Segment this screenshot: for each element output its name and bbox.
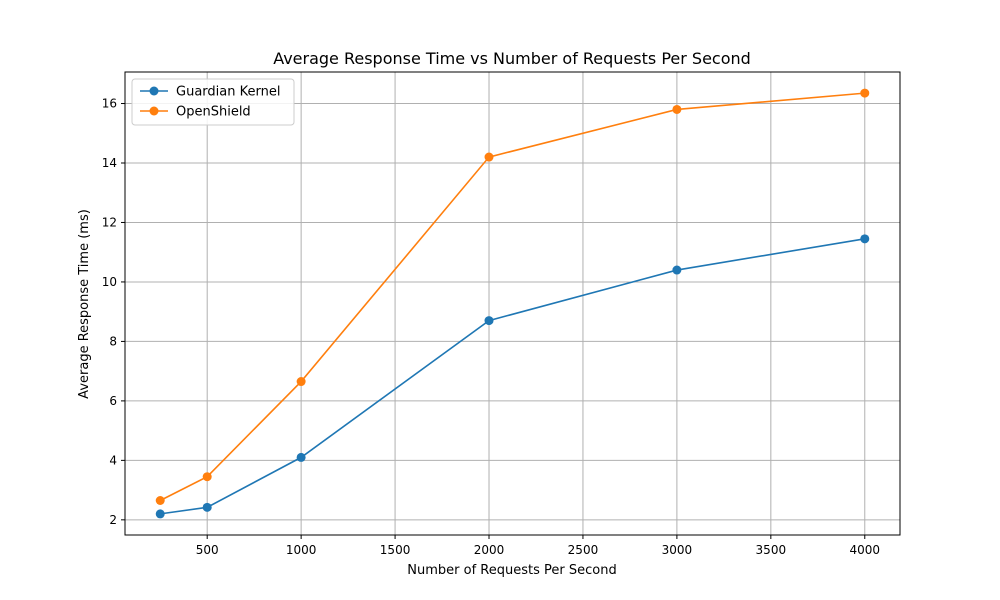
x-axis-label: Number of Requests Per Second [407,563,616,578]
data-point [202,502,212,512]
x-tick-label: 2500 [568,543,599,557]
x-tick-label: 4000 [849,543,880,557]
legend-marker [149,106,159,116]
data-point [860,234,870,244]
data-point [296,377,306,387]
legend-box [131,78,295,126]
axis-ticks: 500 1000 1500 2000 2500 3000 3500 4000 2 4 6 8 10 12 1… [102,97,880,557]
legend: Guardian Kernel OpenShield [131,78,295,126]
series-layer [155,88,870,519]
series-openshield [155,88,870,506]
y-tick-label: 12 [102,215,117,229]
y-tick-label: 16 [102,97,117,111]
data-point [155,496,165,506]
grid [125,72,900,535]
series-line [159,92,865,502]
y-tick-label: 4 [109,453,117,467]
legend-marker [149,86,159,96]
series-guardian-kernel [155,234,870,519]
chart-title: Average Response Time vs Number of Reque… [273,49,751,68]
y-tick-label: 6 [109,394,117,408]
data-point [484,316,494,326]
y-tick-label: 2 [109,513,117,527]
data-point [155,509,165,519]
legend-label: OpenShield [176,105,251,120]
y-tick-label: 8 [109,334,117,348]
x-tick-label: 3500 [756,543,787,557]
data-point [672,104,682,114]
data-point [202,472,212,482]
series-line [160,238,865,515]
y-axis-label: Average Response Time (ms) [77,209,92,399]
x-tick-label: 2000 [474,543,505,557]
data-point [860,88,870,98]
x-tick-label: 1000 [286,543,317,557]
y-tick-label: 10 [102,275,117,289]
data-point [484,152,494,162]
x-tick-label: 1500 [380,543,411,557]
legend-item: Guardian Kernel [140,85,280,100]
data-point [296,452,306,462]
x-tick-label: 500 [196,543,219,557]
legend-label: Guardian Kernel [176,85,280,100]
data-point [672,265,682,275]
x-tick-label: 3000 [662,543,693,557]
y-tick-label: 14 [102,156,117,170]
plot-area-frame [124,71,901,536]
legend-item: OpenShield [140,105,251,120]
